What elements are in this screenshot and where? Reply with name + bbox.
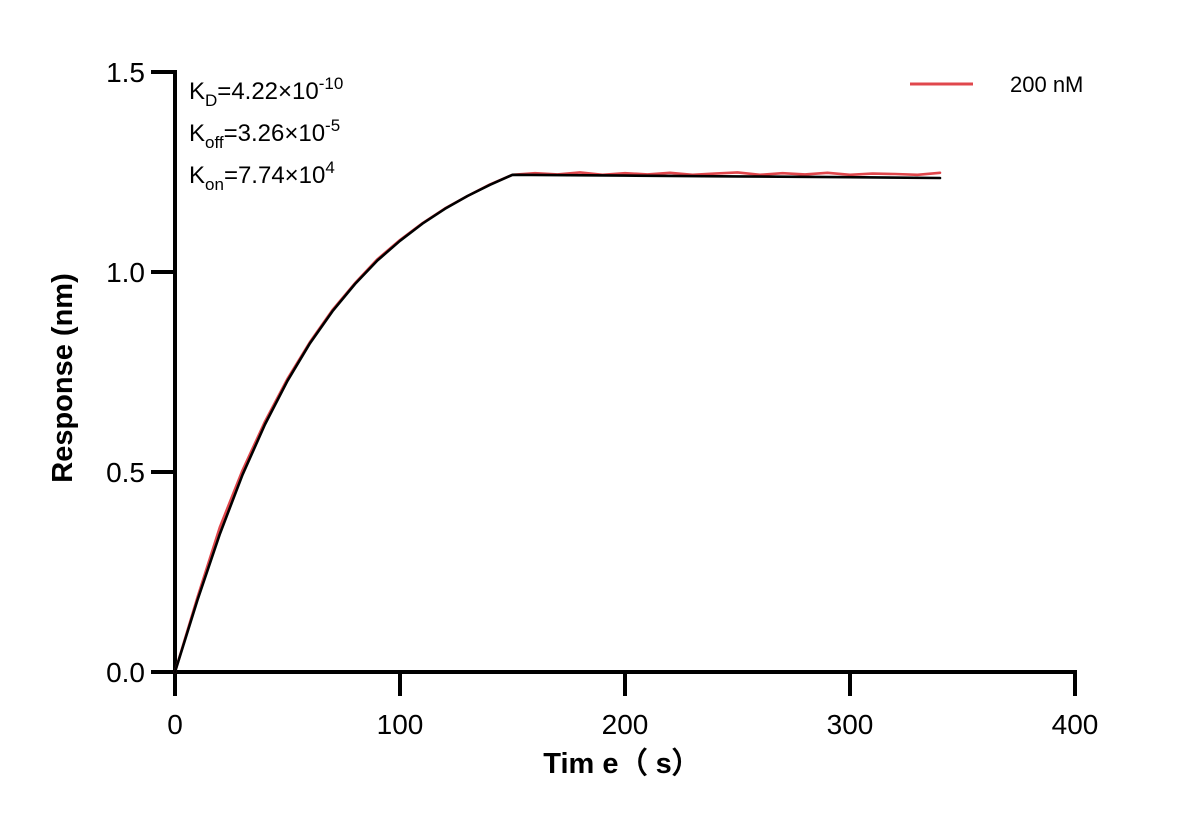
kinetic-constants-annotation: KD=4.22×10-10 Koff=3.26×10-5 Kon=7.74×104: [189, 74, 343, 194]
legend: 200 nM: [910, 72, 1083, 97]
x-tick-label: 100: [377, 709, 424, 740]
series-layer: [173, 171, 942, 674]
y-tick-label: 0.0: [106, 657, 145, 688]
x-tick-label: 300: [827, 709, 874, 740]
y-tick-label: 1.0: [106, 257, 145, 288]
kinetic-constant-label: Koff=3.26×10-5: [189, 116, 340, 152]
kinetic-constant-label: KD=4.22×10-10: [189, 74, 343, 110]
series-line-200nm: [173, 171, 942, 674]
x-tick-label: 400: [1052, 709, 1099, 740]
legend-label-200nm: 200 nM: [1010, 72, 1083, 97]
y-axis: 0.0 0.5 1.0 1.5: [106, 57, 177, 688]
y-tick-label: 1.5: [106, 57, 145, 88]
x-tick-label: 200: [602, 709, 649, 740]
kinetic-constant-label: Kon=7.74×104: [189, 158, 335, 194]
y-axis-title: Response (nm): [47, 273, 79, 482]
fit-curve-line: [173, 173, 942, 674]
x-tick-label: 0: [167, 709, 183, 740]
y-tick-label: 0.5: [106, 457, 145, 488]
x-axis-title: Tim e（ s）: [543, 747, 700, 780]
x-axis: 0 100 200 300 400: [167, 670, 1099, 740]
